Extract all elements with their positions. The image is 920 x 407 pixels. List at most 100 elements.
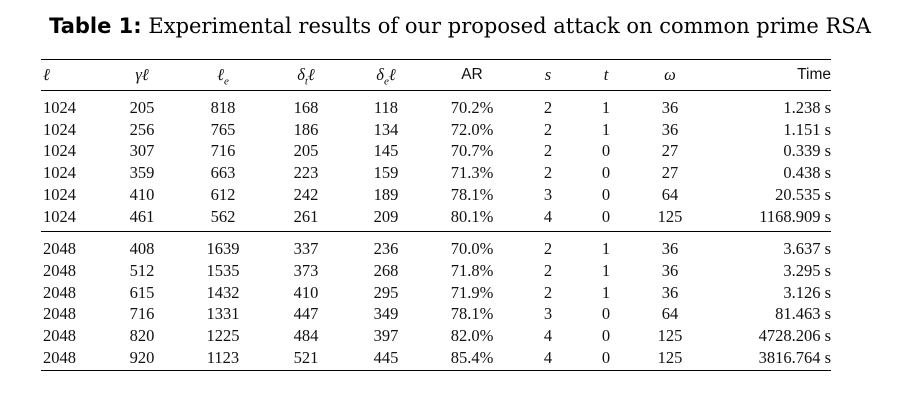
cell-gamma-l: 461 <box>103 205 181 233</box>
cell-ar: 70.0% <box>450 239 494 259</box>
cell-l: 1024 <box>43 98 76 117</box>
caption-label: Table 1: <box>49 14 142 38</box>
cell-delta-e-l: 236 <box>373 239 399 259</box>
cell-s: 2 <box>543 119 553 139</box>
cell-s: 3 <box>543 304 553 324</box>
table-row: 1024 307 716 205 145 70.7% 2 0 27 0.339 s <box>41 140 831 162</box>
cell-s: 2 <box>543 239 553 259</box>
table-row: 2048 820 1225 484 397 82.0% 4 0 125 4728.206 s <box>41 325 831 347</box>
cell-l-e: 765 <box>210 119 236 139</box>
caption-text: Experimental results of our proposed att… <box>148 14 871 38</box>
cell-gamma-l: 205 <box>129 98 155 117</box>
cell-time: 0.438 s <box>783 163 831 183</box>
cell-l-e: 1331 <box>206 304 240 324</box>
cell-omega: 64 <box>661 184 679 204</box>
cell-delta-e-l: 189 <box>373 184 399 204</box>
table-row: 2048 615 1432 410 295 71.9% 2 1 36 3.126 s <box>41 282 831 304</box>
cell-t: 0 <box>577 205 635 233</box>
table-group-2048: 2048 408 1639 337 236 70.0% 2 1 36 3.637 s 2048 512… <box>41 232 831 372</box>
cell-l: 1024 <box>43 163 76 183</box>
cell-l-e: 612 <box>210 184 236 204</box>
cell-omega: 36 <box>661 282 679 302</box>
header-delta-e-l: δeℓ <box>347 59 425 91</box>
table-row: 2048 512 1535 373 268 71.8% 2 1 36 3.295 s <box>41 260 831 282</box>
cell-t: 0 <box>601 304 611 324</box>
table-row: 2048 408 1639 337 236 70.0% 2 1 36 3.637 s <box>41 232 831 260</box>
cell-omega: 36 <box>661 119 679 139</box>
header-l: ℓ <box>41 59 103 91</box>
cell-l: 2048 <box>43 304 76 324</box>
table-group-1024: 1024 205 818 168 118 70.2% 2 1 36 1.238 s 1024 256 7… <box>41 91 831 233</box>
cell-l: 1024 <box>43 119 76 139</box>
cell-l: 2048 <box>43 260 76 280</box>
cell-time: 4728.206 s <box>758 326 831 346</box>
cell-t: 1 <box>601 260 611 280</box>
cell-l-e: 716 <box>210 141 236 161</box>
header-time: Time <box>705 59 831 91</box>
cell-t: 1 <box>601 282 611 302</box>
cell-delta-e-l: 397 <box>373 326 399 346</box>
header-l-e: ℓe <box>181 59 265 91</box>
cell-s: 2 <box>543 260 553 280</box>
header-gamma-l: γℓ <box>103 59 181 91</box>
cell-gamma-l: 408 <box>129 239 155 259</box>
cell-time: 3.126 s <box>783 282 831 302</box>
cell-l: 2048 <box>41 346 103 372</box>
cell-delta-t-l: 223 <box>293 163 319 183</box>
cell-l: 2048 <box>43 282 76 302</box>
cell-delta-e-l: 445 <box>347 346 425 372</box>
table-row: 1024 359 663 223 159 71.3% 2 0 27 0.438 s <box>41 162 831 184</box>
cell-delta-t-l: 242 <box>293 184 319 204</box>
cell-omega: 27 <box>661 141 679 161</box>
header-ar: AR <box>425 59 519 91</box>
cell-l-e: 663 <box>210 163 236 183</box>
cell-time: 3816.764 s <box>705 346 831 372</box>
cell-delta-e-l: 118 <box>373 98 399 117</box>
cell-omega: 125 <box>657 326 683 346</box>
cell-s: 2 <box>543 141 553 161</box>
cell-gamma-l: 820 <box>129 326 155 346</box>
cell-l-e: 1535 <box>206 260 240 280</box>
cell-time: 1.151 s <box>783 119 831 139</box>
cell-time: 1.238 s <box>783 98 831 117</box>
cell-l-e: 1123 <box>181 346 265 372</box>
cell-t: 1 <box>601 98 611 117</box>
header-s: s <box>519 59 577 91</box>
cell-omega: 36 <box>661 239 679 259</box>
cell-ar: 80.1% <box>425 205 519 233</box>
cell-delta-t-l: 337 <box>293 239 319 259</box>
cell-ar: 82.0% <box>450 326 494 346</box>
results-table: ℓ γℓ ℓe δtℓ δeℓ AR s t ω Time 1024 205 818… <box>41 59 831 372</box>
cell-t: 0 <box>601 326 611 346</box>
cell-omega: 125 <box>635 346 705 372</box>
cell-delta-t-l: 186 <box>293 119 319 139</box>
cell-ar: 71.9% <box>450 282 494 302</box>
cell-delta-e-l: 145 <box>373 141 399 161</box>
table-row: 1024 256 765 186 134 72.0% 2 1 36 1.151 s <box>41 119 831 141</box>
cell-delta-t-l: 261 <box>265 205 347 233</box>
cell-omega: 125 <box>635 205 705 233</box>
cell-s: 4 <box>543 326 553 346</box>
cell-ar: 70.2% <box>450 98 494 117</box>
cell-s: 4 <box>519 346 577 372</box>
cell-gamma-l: 920 <box>103 346 181 372</box>
cell-time: 3.295 s <box>783 260 831 280</box>
cell-omega: 64 <box>661 304 679 324</box>
cell-ar: 85.4% <box>425 346 519 372</box>
header-row: ℓ γℓ ℓe δtℓ δeℓ AR s t ω Time <box>41 59 831 91</box>
cell-ar: 78.1% <box>450 184 494 204</box>
cell-delta-t-l: 447 <box>293 304 319 324</box>
cell-l-e: 1225 <box>206 326 240 346</box>
cell-time: 3.637 s <box>783 239 831 259</box>
cell-delta-t-l: 410 <box>293 282 319 302</box>
cell-l: 1024 <box>41 205 103 233</box>
cell-delta-e-l: 268 <box>373 260 399 280</box>
cell-t: 1 <box>601 119 611 139</box>
header-t: t <box>577 59 635 91</box>
cell-time: 20.535 s <box>775 184 831 204</box>
cell-gamma-l: 410 <box>129 184 155 204</box>
cell-gamma-l: 307 <box>129 141 155 161</box>
cell-l: 1024 <box>43 141 76 161</box>
cell-omega: 36 <box>661 260 679 280</box>
cell-delta-e-l: 134 <box>373 119 399 139</box>
